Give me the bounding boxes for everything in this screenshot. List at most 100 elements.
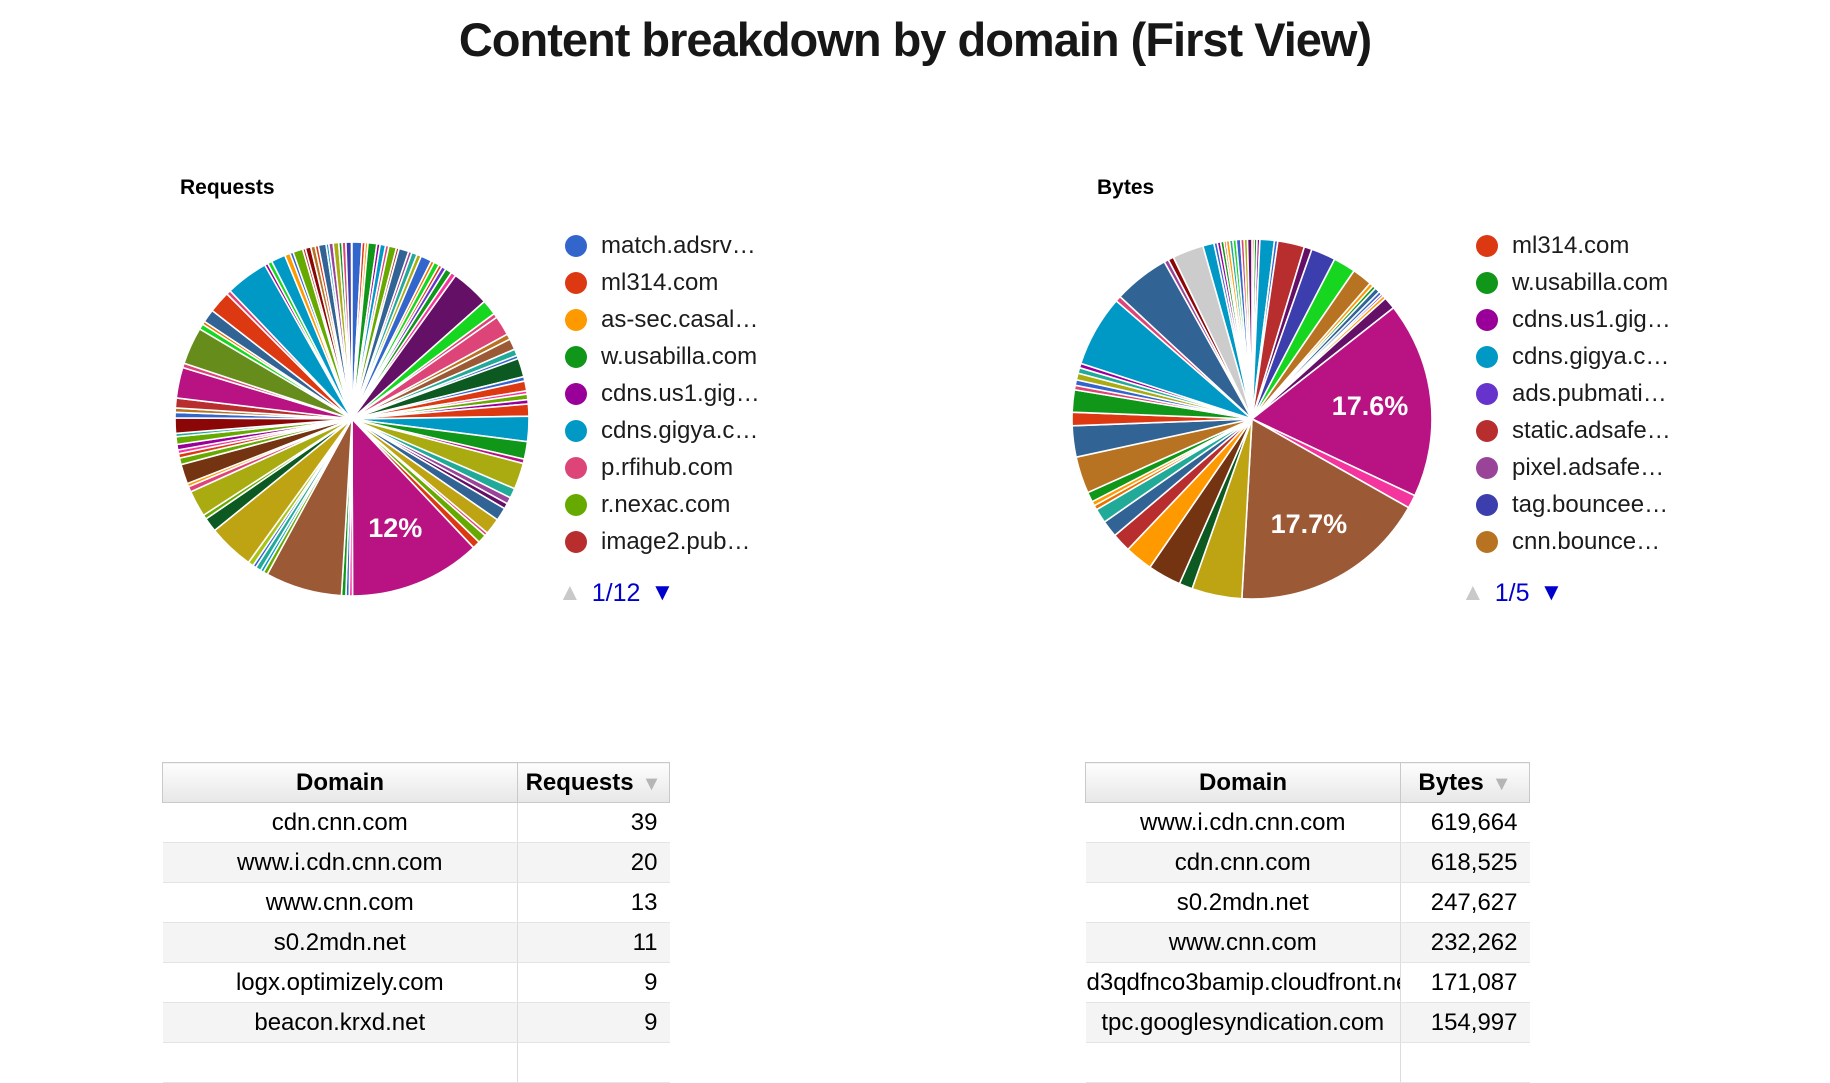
table-row[interactable] [162, 1042, 670, 1083]
legend-swatch-icon [565, 382, 587, 405]
domain-cell: www.i.cdn.cnn.com [1085, 802, 1401, 843]
legend-item[interactable]: w.usabilla.com [1476, 264, 1671, 301]
bytes-pie-chart[interactable]: 17.6% 17.7% [1069, 236, 1435, 607]
value-cell: 247,627 [1400, 882, 1530, 923]
legend-item[interactable]: p.rfihub.com [565, 449, 760, 486]
table-row[interactable]: cdn.cnn.com 39 [162, 802, 670, 843]
legend-label: static.adsafe… [1512, 416, 1671, 444]
domain-cell [1085, 1042, 1401, 1083]
legend-item[interactable]: cdns.us1.gig… [565, 375, 760, 412]
legend-label: cdns.us1.gig… [1512, 305, 1671, 333]
value-column-header[interactable]: Bytes ▼ [1400, 762, 1530, 803]
table-row[interactable] [1085, 1042, 1530, 1083]
legend-swatch-icon [1476, 382, 1498, 405]
legend-item[interactable]: r.nexac.com [565, 486, 760, 523]
legend-item[interactable]: pixel.adsafe… [1476, 449, 1671, 486]
requests-legend-pager: ▲ 1/12 ▼ [558, 576, 674, 610]
domain-column-header[interactable]: Domain [1085, 762, 1401, 803]
table-row[interactable]: s0.2mdn.net 247,627 [1085, 882, 1530, 923]
table-row[interactable]: logx.optimizely.com 9 [162, 962, 670, 1003]
value-cell: 9 [517, 962, 670, 1003]
legend-label: w.usabilla.com [1512, 268, 1669, 296]
pie-slice-percent-label: 12% [368, 513, 422, 543]
table-row[interactable]: www.i.cdn.cnn.com 20 [162, 842, 670, 883]
value-cell: 232,262 [1400, 922, 1530, 963]
table-row[interactable]: cdn.cnn.com 618,525 [1085, 842, 1530, 883]
page-up-icon[interactable]: ▲ [558, 579, 582, 606]
legend-item[interactable]: ml314.com [1476, 227, 1671, 264]
pie-slice-percent-label: 17.6% [1332, 391, 1409, 421]
bytes-chart-title: Bytes [1097, 176, 1155, 199]
legend-swatch-icon [565, 493, 587, 516]
sort-desc-icon: ▼ [1491, 772, 1512, 795]
legend-label: pixel.adsafe… [1512, 453, 1665, 481]
legend-swatch-icon [1476, 234, 1498, 257]
legend-swatch-icon [1476, 271, 1498, 294]
domain-cell: tpc.googlesyndication.com [1085, 1002, 1401, 1043]
legend-swatch-icon [1476, 456, 1498, 479]
page-title: Content breakdown by domain (First View) [458, 13, 1372, 66]
legend-label: as-sec.casal… [601, 305, 759, 333]
legend-item[interactable]: match.adsrv… [565, 227, 760, 264]
pie-slice[interactable] [1250, 306, 1433, 497]
value-cell: 619,664 [1400, 802, 1530, 843]
page-down-icon[interactable]: ▼ [650, 579, 675, 606]
pie-slice[interactable] [1240, 417, 1410, 600]
legend-item[interactable]: cnn.bounce… [1476, 523, 1671, 560]
value-cell: 39 [517, 802, 670, 843]
pie-slice[interactable] [1246, 238, 1253, 420]
value-cell: 11 [517, 922, 670, 963]
requests-table: Domain Requests ▼ cdn.cnn.com 39 www.i.cdn.cn… [162, 762, 670, 1083]
domain-column-header[interactable]: Domain [162, 762, 518, 803]
legend-item[interactable]: cdns.gigya.c… [565, 412, 760, 449]
table-row[interactable]: www.i.cdn.cnn.com 619,664 [1085, 802, 1530, 843]
legend-label: cdns.gigya.c… [1512, 342, 1670, 370]
value-cell: 618,525 [1400, 842, 1530, 883]
sort-desc-icon: ▼ [641, 772, 662, 795]
requests-chart-title: Requests [180, 176, 275, 199]
legend-item[interactable]: cdns.gigya.c… [1476, 338, 1671, 375]
legend-item[interactable]: w.usabilla.com [565, 338, 760, 375]
table-row[interactable]: www.cnn.com 232,262 [1085, 922, 1530, 963]
domain-cell: www.cnn.com [1085, 922, 1401, 963]
legend-item[interactable]: tag.bouncee… [1476, 486, 1671, 523]
requests-pie-chart[interactable]: 12% [172, 239, 532, 604]
legend-label: ml314.com [601, 268, 719, 296]
table-row[interactable]: s0.2mdn.net 11 [162, 922, 670, 963]
table-row[interactable]: tpc.googlesyndication.com 154,997 [1085, 1002, 1530, 1043]
pie-slice[interactable] [345, 241, 353, 420]
legend-swatch-icon [1476, 493, 1498, 516]
legend-swatch-icon [1476, 345, 1498, 368]
domain-cell: cdn.cnn.com [162, 802, 518, 843]
value-cell: 20 [517, 842, 670, 883]
table-row[interactable]: beacon.krxd.net 9 [162, 1002, 670, 1043]
domain-cell: logx.optimizely.com [162, 962, 518, 1003]
legend-item[interactable]: image2.pub… [565, 523, 760, 560]
pie-slice[interactable] [351, 416, 475, 597]
legend-item[interactable]: ads.pubmati… [1476, 375, 1671, 412]
legend-label: match.adsrv… [601, 231, 756, 259]
legend-swatch-icon [1476, 419, 1498, 442]
value-cell: 13 [517, 882, 670, 923]
legend-label: ml314.com [1512, 231, 1630, 259]
legend-label: cdns.gigya.c… [601, 416, 759, 444]
value-column-header[interactable]: Requests ▼ [517, 762, 670, 803]
legend-label: cdns.us1.gig… [601, 379, 760, 407]
table-row[interactable]: www.cnn.com 13 [162, 882, 670, 923]
domain-cell: s0.2mdn.net [162, 922, 518, 963]
legend-label: cnn.bounce… [1512, 527, 1661, 555]
value-cell: 154,997 [1400, 1002, 1530, 1043]
legend-item[interactable]: cdns.us1.gig… [1476, 301, 1671, 338]
legend-item[interactable]: static.adsafe… [1476, 412, 1671, 449]
page-up-icon[interactable]: ▲ [1461, 579, 1485, 606]
page-down-icon[interactable]: ▼ [1539, 579, 1564, 606]
legend-label: image2.pub… [601, 527, 751, 555]
column-header-label: Requests [525, 768, 634, 796]
domain-cell: s0.2mdn.net [1085, 882, 1401, 923]
legend-item[interactable]: as-sec.casal… [565, 301, 760, 338]
table-row[interactable]: d3qdfnco3bamip.cloudfront.net 171,087 [1085, 962, 1530, 1003]
legend-swatch-icon [565, 345, 587, 368]
bytes-table: Domain Bytes ▼ www.i.cdn.cnn.com 619,664 cdn.… [1085, 762, 1530, 1083]
legend-item[interactable]: ml314.com [565, 264, 760, 301]
value-cell: 171,087 [1400, 962, 1530, 1003]
